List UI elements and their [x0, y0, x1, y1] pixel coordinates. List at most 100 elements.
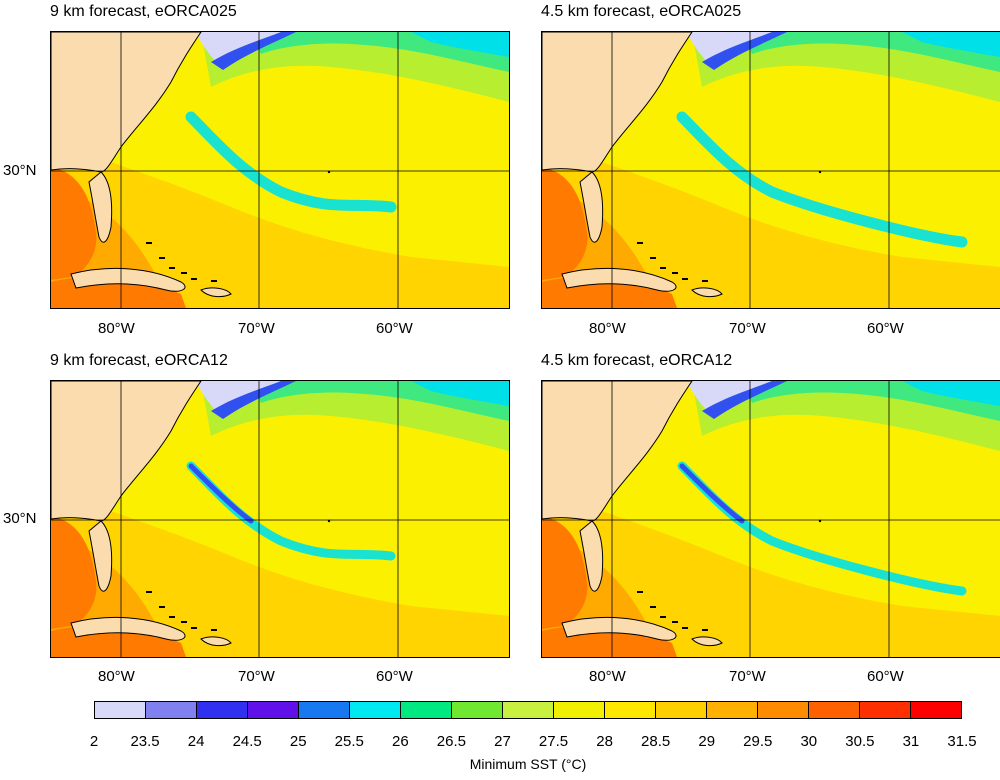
- colorbar-box: [248, 702, 299, 718]
- longitude-label: 80°W: [98, 668, 135, 685]
- longitude-label: 70°W: [729, 668, 766, 685]
- land-cuba: [70, 267, 186, 292]
- colorbar-box: [299, 702, 350, 718]
- land-cuba: [561, 267, 677, 292]
- island-marker: [146, 591, 152, 593]
- bermuda-marker: [327, 519, 331, 523]
- colorbar-label: 28: [596, 733, 613, 750]
- island-marker: [181, 272, 187, 274]
- panel-title: 9 km forecast, eORCA025: [50, 3, 237, 20]
- coldest-water: [211, 381, 296, 419]
- shelf-water: [196, 32, 281, 62]
- island-marker: [191, 627, 197, 629]
- colorbar: [94, 701, 962, 719]
- land-florida: [88, 520, 113, 592]
- sst-map: [50, 31, 510, 309]
- colorbar-box: [758, 702, 809, 718]
- island-marker: [682, 278, 688, 280]
- island-marker: [650, 606, 656, 608]
- colorbar-box: [605, 702, 656, 718]
- shelf-water: [196, 381, 281, 411]
- colorbar-label: 25.5: [334, 733, 364, 750]
- longitude-label: 60°W: [376, 320, 413, 337]
- cold-water: [411, 32, 509, 57]
- colorbar-box: [911, 702, 961, 718]
- colorbar-box: [452, 702, 503, 718]
- island-marker: [211, 629, 217, 631]
- gulf-hot-water: [51, 516, 97, 629]
- colorbar-label: 27.5: [538, 733, 569, 750]
- land-hispaniola: [691, 636, 723, 647]
- shelf-water: [687, 381, 772, 411]
- island-marker: [191, 278, 197, 280]
- land-florida: [579, 171, 604, 243]
- island-marker: [211, 280, 217, 282]
- longitude-label: 70°W: [238, 668, 275, 685]
- gulf-stream-front: [185, 111, 397, 213]
- island-marker: [169, 267, 175, 269]
- cold-water: [902, 32, 1000, 57]
- longitude-label: 80°W: [98, 320, 135, 337]
- longitude-label: 80°W: [589, 320, 626, 337]
- colorbar-box: [554, 702, 605, 718]
- land-cuba: [70, 616, 186, 641]
- island-marker: [159, 257, 165, 259]
- colorbar-label: 27: [494, 733, 511, 750]
- colorbar-label: 26: [392, 733, 409, 750]
- longitude-label: 60°W: [376, 668, 413, 685]
- island-marker: [672, 272, 678, 274]
- land-cuba: [561, 616, 677, 641]
- colorbar-box: [146, 702, 197, 718]
- longitude-label: 70°W: [238, 320, 275, 337]
- panel-title: 4.5 km forecast, eORCA12: [541, 352, 733, 369]
- warm-water: [51, 491, 509, 657]
- sst-map: [541, 31, 1000, 309]
- island-marker: [702, 280, 708, 282]
- longitude-label: 70°W: [729, 320, 766, 337]
- sst-map: [50, 380, 510, 658]
- bermuda-marker: [818, 519, 822, 523]
- island-marker: [146, 242, 152, 244]
- colorbar-box: [860, 702, 911, 718]
- gulf-hot-water: [542, 167, 588, 280]
- colorbar-box: [656, 702, 707, 718]
- colorbar-box: [503, 702, 554, 718]
- island-marker: [181, 621, 187, 623]
- land-florida: [579, 520, 604, 592]
- coldest-water: [702, 381, 787, 419]
- gulf-stream-front: [676, 111, 968, 248]
- island-marker: [169, 616, 175, 618]
- warm-water: [51, 142, 509, 308]
- land-hispaniola: [691, 287, 723, 298]
- longitude-label: 60°W: [867, 668, 904, 685]
- gulf-stream-core: [679, 463, 745, 524]
- colorbar-box: [350, 702, 401, 718]
- land-hispaniola: [200, 287, 232, 298]
- latitude-label: 30°N: [3, 162, 37, 179]
- island-marker: [672, 621, 678, 623]
- colorbar-label: 29.5: [743, 733, 773, 750]
- warm-water: [542, 142, 1000, 308]
- colorbar-label: 31: [902, 733, 920, 750]
- island-marker: [702, 629, 708, 631]
- colorbar-label: 25: [289, 733, 307, 750]
- coldest-water: [702, 32, 787, 70]
- colorbar-label: 30: [800, 733, 818, 750]
- sst-map: [541, 380, 1000, 658]
- colorbar-label: 28.5: [641, 733, 671, 750]
- colorbar-box: [707, 702, 758, 718]
- colorbar-box: [197, 702, 248, 718]
- colorbar-title: Minimum SST (°C): [469, 756, 587, 772]
- colorbar-box: [809, 702, 860, 718]
- colorbar-label: 31.5: [947, 733, 977, 750]
- colorbar-box: [95, 702, 146, 718]
- colorbar-label: 2: [89, 733, 99, 750]
- gulf-hot-water: [51, 167, 97, 280]
- colorbar-box: [401, 702, 452, 718]
- island-marker: [637, 591, 643, 593]
- coldest-water: [211, 32, 296, 70]
- colorbar-label: 30.5: [845, 733, 875, 750]
- land-hispaniola: [200, 636, 232, 647]
- colorbar-label: 26.5: [436, 733, 467, 750]
- island-marker: [159, 606, 165, 608]
